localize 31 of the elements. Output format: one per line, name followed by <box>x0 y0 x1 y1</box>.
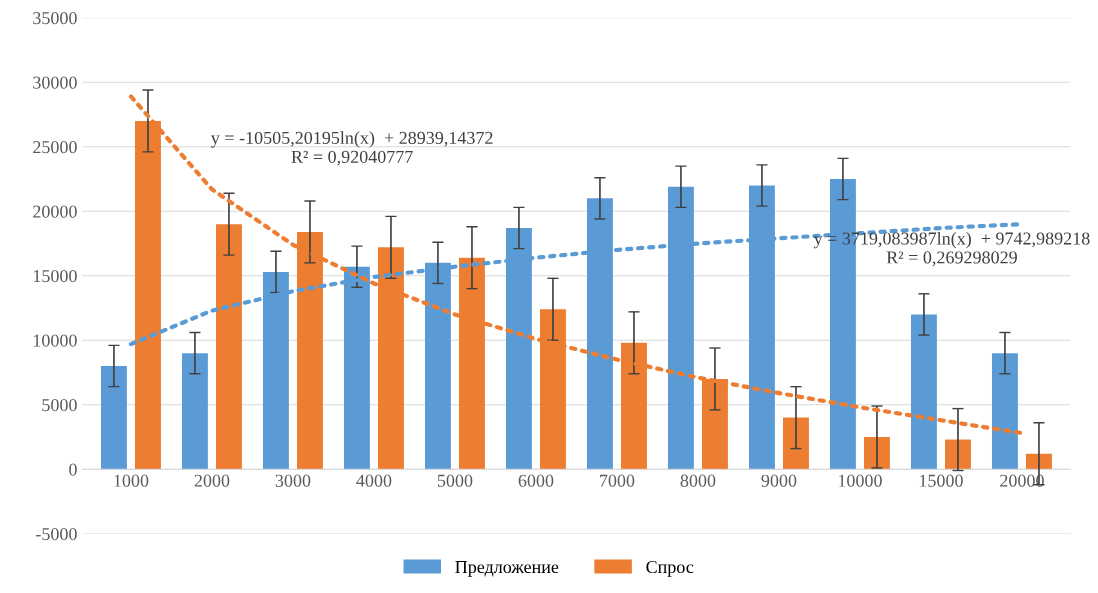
x-tick-label: 2000 <box>194 474 230 487</box>
y-tick-label: 15000 <box>33 270 77 283</box>
y-tick-label: 5000 <box>42 398 77 412</box>
y-tick-label: 35000 <box>33 12 77 25</box>
x-tick-label: 6000 <box>518 474 554 487</box>
bar <box>910 314 937 470</box>
x-tick-label: 8000 <box>680 474 716 487</box>
bar <box>100 366 127 470</box>
y-tick-label: 20000 <box>33 205 77 218</box>
bar <box>945 439 971 470</box>
x-tick-label: 3000 <box>275 474 311 487</box>
legend-label: Предложение <box>455 561 559 577</box>
y-tick-label: -5000 <box>36 527 77 541</box>
x-tick-label: 15000 <box>919 474 963 487</box>
y-tick-label: 30000 <box>33 76 77 89</box>
x-tick-label: 7000 <box>600 474 635 487</box>
y-tick-label: 0 <box>69 463 77 476</box>
x-tick-label: 5000 <box>437 474 473 487</box>
x-tick-label: 9000 <box>761 474 797 487</box>
bar <box>991 353 1018 470</box>
x-tick-label: 1000 <box>114 474 149 487</box>
x-tick-label: 4000 <box>356 474 392 487</box>
bar <box>783 417 809 470</box>
x-tick-label: 10000 <box>838 474 882 487</box>
bar <box>1026 453 1052 470</box>
annotation: y = -10505,20195ln(x) + 28939,14372 R² = 0,92040777 <box>211 131 493 166</box>
y-tick-label: 10000 <box>33 334 77 347</box>
bar <box>216 224 242 470</box>
legend-label: Спрос <box>646 560 694 577</box>
y-tick-label: 25000 <box>33 141 77 154</box>
bar <box>181 353 208 470</box>
